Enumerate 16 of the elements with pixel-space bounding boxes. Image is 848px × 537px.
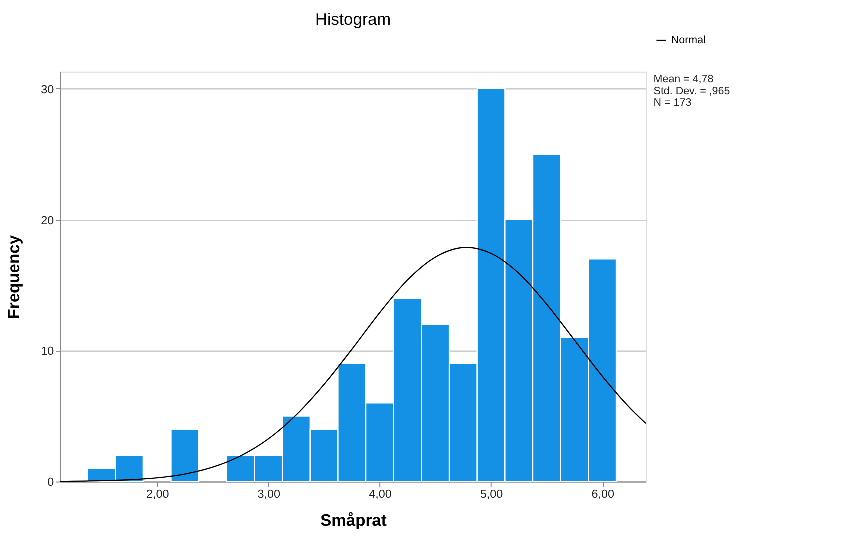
chart-title: Histogram — [315, 10, 392, 30]
y-tick-label: 0 — [48, 476, 55, 490]
text: N = 173 — [654, 97, 692, 110]
legend-label: Normal — [671, 34, 706, 47]
y-tick-label: 10 — [41, 345, 55, 358]
x-axis-title: Småprat — [320, 511, 388, 530]
text: Mean = 4,78 — [654, 74, 714, 86]
text: Std. Dev. = ,965 — [654, 85, 730, 98]
x-tick-label: 4,00 — [369, 488, 392, 501]
y-axis-title: Frequency — [4, 234, 24, 320]
y-tick-label: 30 — [41, 83, 55, 96]
x-tick-label: 6,00 — [592, 488, 615, 501]
y-tick-label: 20 — [41, 214, 55, 228]
x-tick-label: 5,00 — [480, 488, 504, 501]
x-tick-label: 3,00 — [258, 488, 282, 501]
x-tick-label: 2,00 — [146, 488, 170, 501]
